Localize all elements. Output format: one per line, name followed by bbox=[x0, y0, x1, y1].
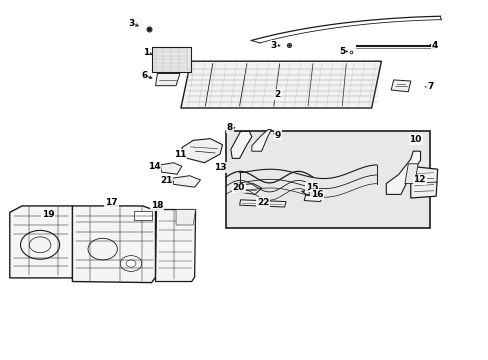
Polygon shape bbox=[410, 166, 437, 198]
Text: 11: 11 bbox=[173, 150, 186, 158]
Text: 3: 3 bbox=[270, 40, 276, 49]
Text: 21: 21 bbox=[160, 176, 172, 185]
Text: 9: 9 bbox=[274, 130, 281, 139]
Text: 4: 4 bbox=[431, 40, 438, 49]
Text: 1: 1 bbox=[142, 48, 148, 57]
Text: 22: 22 bbox=[256, 198, 269, 207]
Polygon shape bbox=[404, 164, 417, 184]
Polygon shape bbox=[172, 176, 200, 187]
Text: 20: 20 bbox=[232, 184, 244, 192]
Polygon shape bbox=[10, 206, 72, 278]
Text: 19: 19 bbox=[41, 210, 54, 219]
Text: 5: 5 bbox=[339, 46, 345, 55]
Polygon shape bbox=[151, 47, 190, 72]
Text: 8: 8 bbox=[226, 123, 232, 132]
Polygon shape bbox=[234, 184, 261, 194]
Text: 10: 10 bbox=[408, 135, 421, 144]
Polygon shape bbox=[230, 131, 251, 158]
Polygon shape bbox=[239, 200, 285, 207]
Polygon shape bbox=[386, 151, 420, 194]
Text: 16: 16 bbox=[310, 190, 323, 199]
Text: 2: 2 bbox=[274, 90, 280, 99]
Text: 3: 3 bbox=[128, 19, 134, 28]
Polygon shape bbox=[160, 163, 182, 174]
Polygon shape bbox=[182, 139, 222, 163]
Polygon shape bbox=[155, 73, 180, 86]
Polygon shape bbox=[251, 130, 271, 151]
Text: 13: 13 bbox=[213, 163, 226, 172]
Text: 14: 14 bbox=[147, 162, 160, 171]
Polygon shape bbox=[390, 80, 410, 92]
Polygon shape bbox=[72, 206, 155, 283]
Polygon shape bbox=[181, 61, 381, 108]
Text: 18: 18 bbox=[151, 202, 163, 210]
Text: 6: 6 bbox=[141, 71, 147, 80]
Polygon shape bbox=[304, 195, 322, 202]
Circle shape bbox=[37, 243, 43, 247]
Text: 17: 17 bbox=[105, 198, 118, 207]
Polygon shape bbox=[134, 211, 151, 220]
Polygon shape bbox=[176, 210, 195, 225]
Text: 7: 7 bbox=[426, 82, 433, 91]
Polygon shape bbox=[155, 210, 195, 282]
Bar bbox=[225, 131, 429, 228]
Text: 12: 12 bbox=[412, 175, 425, 184]
Text: 15: 15 bbox=[305, 183, 318, 192]
Circle shape bbox=[126, 260, 136, 267]
